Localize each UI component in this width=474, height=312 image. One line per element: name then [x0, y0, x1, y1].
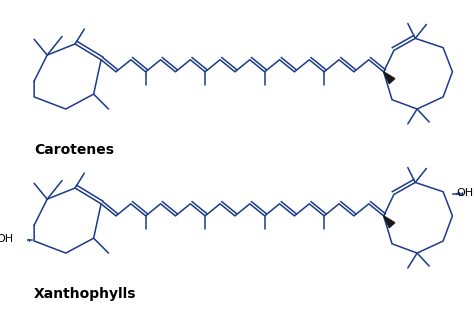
Text: Xanthophylls: Xanthophylls [34, 287, 137, 301]
Text: OH: OH [0, 234, 14, 244]
Polygon shape [383, 72, 395, 84]
Text: Carotenes: Carotenes [34, 144, 114, 157]
Text: OH: OH [456, 188, 473, 198]
Polygon shape [383, 216, 395, 228]
